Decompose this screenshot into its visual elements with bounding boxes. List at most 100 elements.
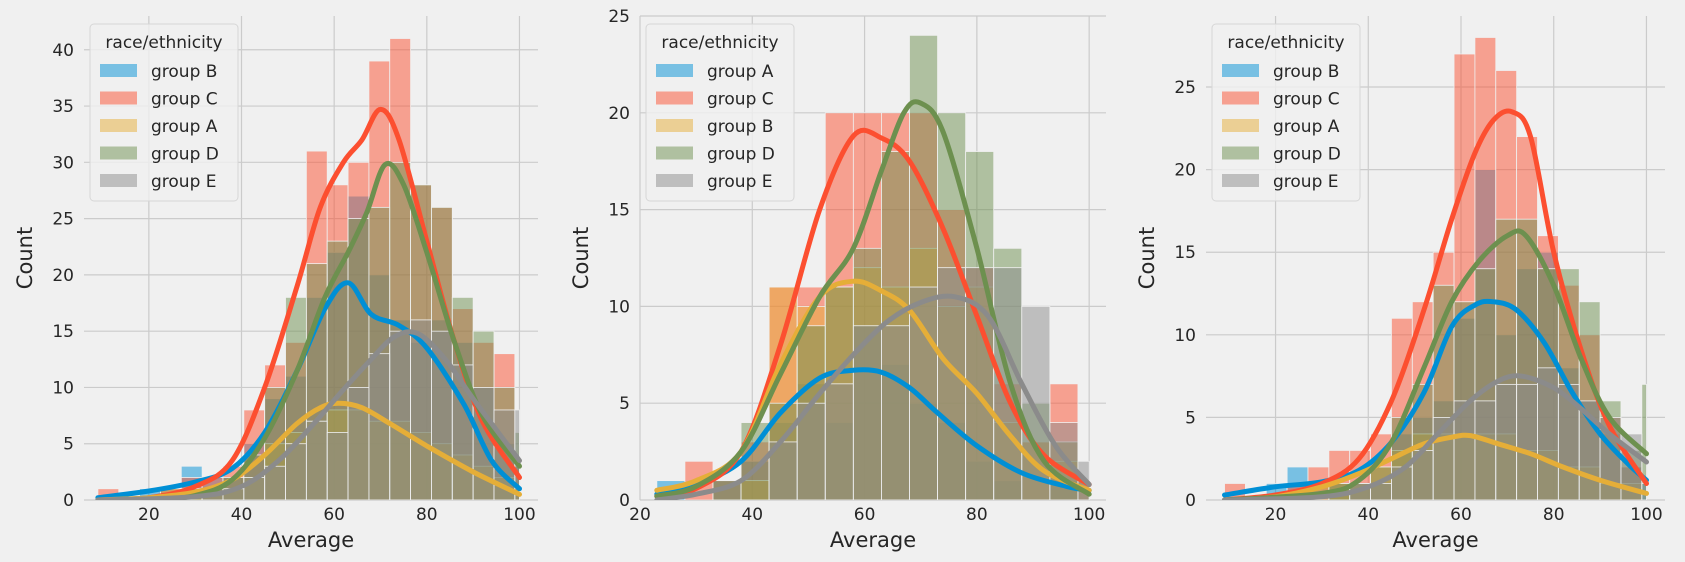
- legend: race/ethnicity group A group C group B group…: [645, 23, 795, 202]
- y-tick-label: 15: [608, 201, 630, 221]
- legend-entry: group A: [1273, 117, 1340, 137]
- legend-entry: group B: [707, 117, 773, 137]
- y-tick-label: 25: [52, 210, 74, 230]
- legend: race/ethnicity group B group C group A group…: [1211, 23, 1361, 202]
- legend-swatch: [100, 146, 137, 160]
- y-tick-label: 25: [608, 7, 630, 27]
- legend-swatch: [656, 64, 693, 77]
- legend-title: race/ethnicity: [661, 33, 778, 53]
- x-axis-label: Average: [830, 528, 916, 552]
- legend-swatch: [100, 91, 137, 105]
- kde-line-group-E: [95, 329, 522, 500]
- x-tick-label: 20: [1265, 505, 1287, 525]
- x-tick-label: 80: [1543, 505, 1565, 525]
- legend-swatch: [100, 174, 137, 187]
- bar: [1021, 305, 1051, 500]
- y-tick-label: 20: [1174, 161, 1196, 181]
- legend-entry: group A: [151, 117, 218, 137]
- x-tick-label: 100: [1073, 505, 1105, 525]
- y-tick-label: 15: [52, 322, 74, 342]
- y-tick-label: 10: [608, 297, 630, 317]
- y-tick-label: 5: [1185, 408, 1196, 428]
- y-axis-label: Count: [13, 227, 37, 289]
- chart-panel-3: 20 40 60 80 100 0 5 10 15 20 25 Average Count race/et…: [1135, 16, 1665, 552]
- bar: [389, 330, 412, 500]
- kde-line-group-A: [1222, 432, 1649, 500]
- y-tick-label: 15: [1174, 243, 1196, 263]
- x-tick-label: 20: [138, 505, 160, 525]
- bar: [305, 420, 328, 500]
- legend-swatch: [656, 91, 693, 105]
- legend-title: race/ethnicity: [105, 33, 222, 53]
- legend-swatch: [656, 119, 693, 132]
- y-tick-label: 0: [63, 491, 74, 511]
- x-tick-label: 40: [741, 505, 763, 525]
- kde-line-group-A: [654, 367, 1092, 497]
- y-tick-label: 30: [52, 153, 74, 173]
- x-tick-label: 60: [854, 505, 876, 525]
- legend-swatch: [1222, 146, 1259, 160]
- chart-panel-2: 20 40 60 80 100 0 5 10 15 20 25 Average Count race/et…: [569, 7, 1106, 552]
- y-tick-label: 0: [619, 491, 630, 511]
- legend-entry: group D: [151, 145, 219, 165]
- x-tick-label: 60: [323, 505, 345, 525]
- x-tick-label: 60: [1450, 505, 1472, 525]
- legend-swatch: [1222, 174, 1259, 187]
- legend-swatch: [656, 174, 693, 187]
- x-tick-label: 80: [966, 505, 988, 525]
- bar: [824, 383, 854, 500]
- kde-lines: [95, 106, 522, 500]
- x-tick-label: 100: [1630, 505, 1662, 525]
- y-tick-label: 10: [52, 378, 74, 398]
- y-axis-label: Count: [569, 227, 593, 289]
- kde-line-group-C: [1222, 108, 1649, 500]
- x-tick-label: 100: [503, 505, 535, 525]
- bar: [937, 267, 967, 500]
- legend-swatch: [656, 146, 693, 160]
- legend-swatch: [1222, 91, 1259, 105]
- legend-entry: group E: [707, 172, 773, 192]
- legend-entry: group A: [707, 62, 774, 82]
- legend-swatch: [1222, 119, 1259, 132]
- legend-entry: group D: [1273, 145, 1341, 165]
- legend-entry: group B: [1273, 62, 1339, 82]
- kde-lines: [654, 99, 1092, 500]
- legend-entry: group C: [1273, 90, 1340, 110]
- kde-line-group-B: [95, 280, 522, 500]
- bar: [1516, 383, 1538, 500]
- x-tick-label: 40: [231, 505, 253, 525]
- kde-line-group-E: [654, 293, 1092, 500]
- y-tick-label: 20: [608, 104, 630, 124]
- legend-swatch: [100, 119, 137, 132]
- legend-title: race/ethnicity: [1227, 33, 1344, 53]
- y-tick-label: 10: [1174, 326, 1196, 346]
- kde-line-group-E: [1222, 373, 1649, 500]
- x-axis-label: Average: [268, 528, 354, 552]
- kde-lines: [1222, 108, 1649, 500]
- kde-line-group-D: [95, 161, 522, 500]
- kde-line-group-D: [654, 99, 1092, 499]
- y-tick-label: 5: [63, 435, 74, 455]
- y-tick-label: 5: [619, 394, 630, 414]
- kde-line-group-A: [95, 400, 522, 500]
- chart-panel-1: 20 40 60 80 100 0 5 10 15 20 25 30 35 40 Average Count r…: [13, 16, 538, 552]
- legend-entry: group D: [707, 145, 775, 165]
- bar: [368, 353, 391, 500]
- x-tick-label: 20: [629, 505, 651, 525]
- bar: [326, 432, 349, 500]
- y-tick-label: 40: [52, 41, 74, 61]
- legend-entry: group C: [151, 90, 218, 110]
- legend-entry: group E: [1273, 172, 1339, 192]
- bar: [881, 325, 910, 500]
- y-tick-label: 35: [52, 97, 74, 117]
- bar: [1474, 400, 1497, 500]
- x-tick-label: 40: [1357, 505, 1379, 525]
- legend-swatch: [1222, 64, 1259, 77]
- legend-entry: group C: [707, 90, 774, 110]
- y-axis-label: Count: [1135, 227, 1159, 289]
- legend-entry: group E: [151, 172, 217, 192]
- legend-swatch: [100, 64, 137, 77]
- x-axis-label: Average: [1392, 528, 1478, 552]
- legend-entry: group B: [151, 62, 217, 82]
